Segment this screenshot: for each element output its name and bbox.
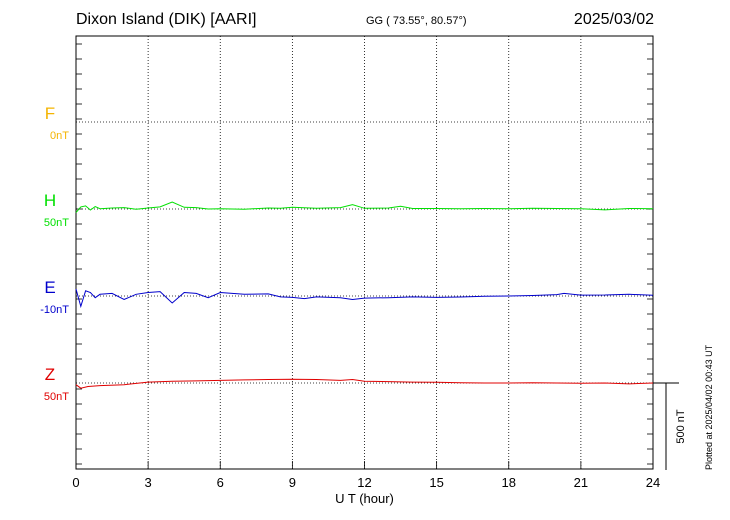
series-baseline-h: 50nT — [44, 217, 69, 229]
series-line-e — [75, 288, 654, 309]
x-tick-label: 24 — [646, 475, 660, 490]
station-coordinates: GG ( 73.55°, 80.57°) — [366, 15, 467, 27]
x-tick-label: 12 — [357, 475, 371, 490]
series-label-f: F — [45, 104, 55, 123]
series-line-z — [75, 378, 654, 389]
scale-bar-label: 500 nT — [675, 409, 687, 444]
series-baseline-z: 50nT — [44, 391, 69, 403]
series-label-e: E — [44, 278, 55, 297]
series-label-h: H — [44, 191, 56, 210]
chart-title: Dixon Island (DIK) [AARI] — [76, 11, 257, 28]
series-baseline-f: 0nT — [50, 130, 69, 142]
x-axis-label: U T (hour) — [335, 491, 394, 506]
x-tick-label: 9 — [289, 475, 296, 490]
x-tick-label: 0 — [72, 475, 79, 490]
x-tick-label: 18 — [502, 475, 516, 490]
series-line-h — [75, 201, 654, 213]
x-tick-label: 21 — [574, 475, 588, 490]
series-baseline-e: -10nT — [40, 304, 69, 316]
chart-date: 2025/03/02 — [573, 11, 654, 28]
x-tick-label: 15 — [429, 475, 443, 490]
x-tick-label: 6 — [217, 475, 224, 490]
series-label-z: Z — [45, 365, 55, 384]
x-tick-label: 3 — [145, 475, 152, 490]
